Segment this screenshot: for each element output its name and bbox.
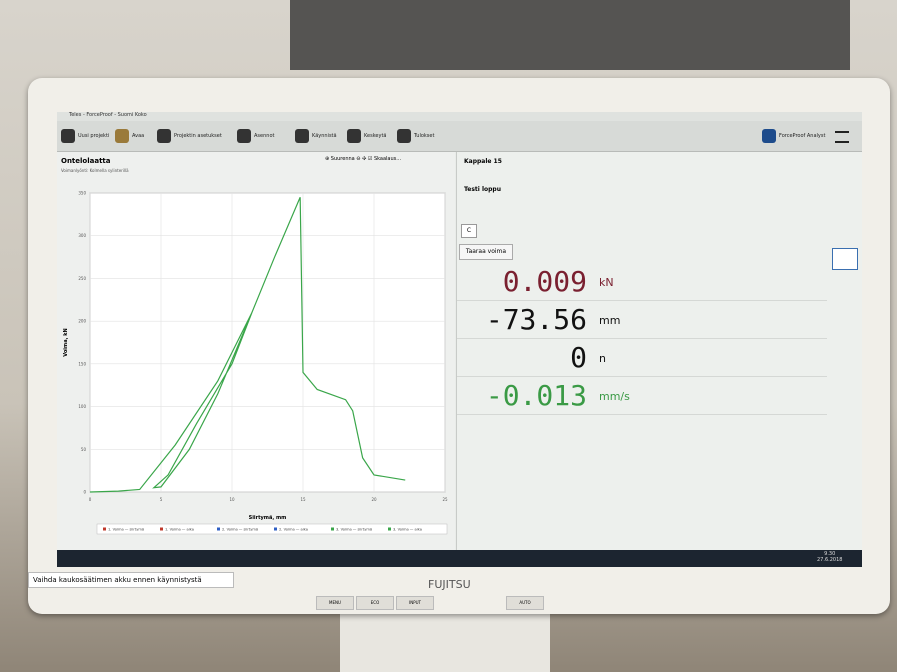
monitor-button[interactable]: ECO xyxy=(356,596,394,610)
date: 27.6.2018 xyxy=(817,557,842,563)
y-tick-label: 100 xyxy=(78,404,86,409)
title-bar: Teles - ForceProof - Suomi Koko xyxy=(57,112,862,121)
toolbar-label[interactable]: Avaa xyxy=(132,133,144,139)
status-pane: Kappale 15 Testi loppu C Taaraa voima 0.… xyxy=(456,152,862,550)
y-tick-label: 250 xyxy=(78,276,86,281)
toolbar-icon[interactable] xyxy=(61,129,75,143)
toolbar-icon[interactable] xyxy=(347,129,361,143)
legend-label[interactable]: 2. Voima — siirtymä xyxy=(222,528,258,532)
reading-value: -0.013 xyxy=(457,379,587,412)
reading-unit: mm xyxy=(599,314,620,327)
y-tick-label: 350 xyxy=(78,191,86,196)
x-tick-label: 25 xyxy=(442,497,448,502)
reading-unit: n xyxy=(599,352,606,365)
x-tick-label: 5 xyxy=(160,497,163,502)
monitor-button[interactable]: INPUT xyxy=(396,596,434,610)
toolbar-button[interactable]: Keskeytä xyxy=(347,121,387,151)
y-tick-label: 0 xyxy=(83,490,86,495)
x-axis-label: Siirtymä, mm xyxy=(249,515,287,521)
chart: 0 50 100 150 200 250 300 350 0 5 10 15 20 25 Siirtymä,… xyxy=(57,150,457,550)
toolbar-icon[interactable] xyxy=(115,129,129,143)
legend-swatch[interactable] xyxy=(160,528,163,531)
sticker: Vaihda kaukosäätimen akku ennen käynnist… xyxy=(28,572,234,588)
monitor-button[interactable]: AUTO xyxy=(506,596,544,610)
window-title: Teles - ForceProof - Suomi Koko xyxy=(69,112,147,118)
legend-label[interactable]: 1. Voima — siirtymä xyxy=(108,528,144,532)
legend-swatch[interactable] xyxy=(274,528,277,531)
separator xyxy=(457,414,827,415)
status: Testi loppu xyxy=(464,186,501,193)
toolbar-label[interactable]: Uusi projekti xyxy=(78,133,109,139)
toolbar-label[interactable]: Keskeytä xyxy=(364,133,387,139)
y-tick-label: 300 xyxy=(78,233,86,238)
legend-swatch[interactable] xyxy=(217,528,220,531)
x-tick-label: 0 xyxy=(89,497,92,502)
legend-swatch[interactable] xyxy=(331,528,334,531)
toolbar: Uusi projekti Avaa Projektin asetukset Asen… xyxy=(57,121,862,152)
toolbar-button[interactable]: Asennot xyxy=(237,121,274,151)
x-tick-label: 20 xyxy=(371,497,377,502)
toolbar-icon[interactable] xyxy=(157,129,171,143)
toolbar-button[interactable]: Avaa xyxy=(115,121,144,151)
separator xyxy=(457,376,827,377)
toolbar-label[interactable]: Asennot xyxy=(254,133,274,139)
plot-area xyxy=(90,193,445,492)
legend-label[interactable]: 3. Voima — aika xyxy=(393,528,422,532)
menu-button[interactable] xyxy=(835,131,849,143)
separator xyxy=(457,300,827,301)
legend-label[interactable]: 3. Voima — siirtymä xyxy=(336,528,372,532)
separator xyxy=(457,338,827,339)
toolbar-button[interactable]: Projektin asetukset xyxy=(157,121,222,151)
toolbar-label[interactable]: Käynnistä xyxy=(312,133,337,139)
toolbar-icon[interactable] xyxy=(237,129,251,143)
stand xyxy=(340,612,550,672)
y-axis-label: Voima, kN xyxy=(63,328,69,356)
cables xyxy=(290,0,850,70)
toolbar-button[interactable]: ForceProof Analyst xyxy=(762,121,825,151)
reading-value: 0.009 xyxy=(457,265,587,298)
legend-swatch[interactable] xyxy=(103,528,106,531)
legend-label[interactable]: 1. Voima — aika xyxy=(165,528,194,532)
reading-value: 0 xyxy=(457,341,587,374)
toolbar-label[interactable]: Tulokset xyxy=(414,133,434,139)
toolbar-button[interactable]: Käynnistä xyxy=(295,121,337,151)
tare-button[interactable]: Taaraa voima xyxy=(459,244,513,260)
y-tick-label: 200 xyxy=(78,319,86,324)
toolbar-button[interactable]: Tulokset xyxy=(397,121,434,151)
brand: FUJITSU xyxy=(428,578,471,591)
toolbar-label[interactable]: ForceProof Analyst xyxy=(779,133,825,139)
reading-value: -73.56 xyxy=(457,303,587,336)
x-tick-label: 10 xyxy=(229,497,235,502)
toolbar-button[interactable]: Uusi projekti xyxy=(61,121,109,151)
legend-swatch[interactable] xyxy=(388,528,391,531)
legend: 1. Voima — siirtymä 1. Voima — aika 2. Voi… xyxy=(97,524,447,534)
reading-unit: kN xyxy=(599,276,614,289)
x-tick-label: 15 xyxy=(300,497,306,502)
monitor-button[interactable]: MENU xyxy=(316,596,354,610)
toolbar-icon[interactable] xyxy=(295,129,309,143)
reading-unit: mm/s xyxy=(599,390,630,403)
legend-label[interactable]: 2. Voima — aika xyxy=(279,528,308,532)
y-tick-label: 150 xyxy=(78,361,86,366)
toolbar-icon[interactable] xyxy=(397,129,411,143)
toolbar-label[interactable]: Projektin asetukset xyxy=(174,133,222,139)
y-tick-label: 50 xyxy=(81,447,87,452)
page: { "window": {"title": "Teles - ForceProo… xyxy=(0,0,897,672)
specimen: Kappale 15 xyxy=(464,158,502,165)
toolbar-icon[interactable] xyxy=(762,129,776,143)
selector[interactable]: C xyxy=(461,224,477,238)
